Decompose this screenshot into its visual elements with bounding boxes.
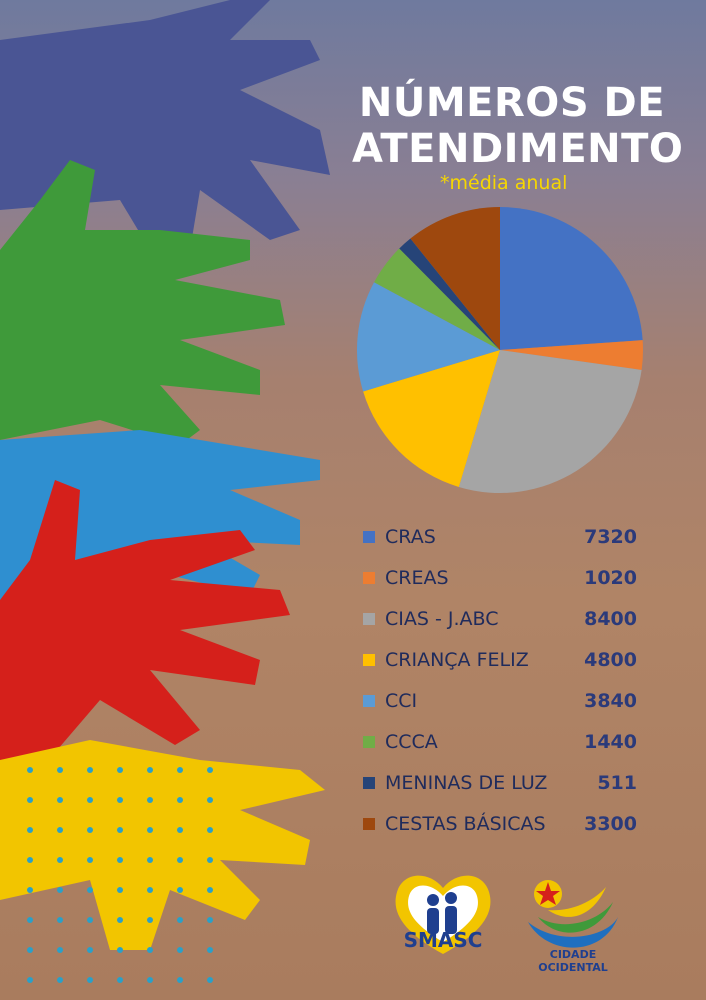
legend-item: CIAS - J.ABC 8400 [363,598,643,639]
legend-value: 511 [597,771,637,794]
legend-swatch [363,612,375,625]
pie-slice [500,207,643,350]
legend-label: CRAS [385,525,436,548]
legend-label: CRIANÇA FELIZ [385,648,529,671]
chart-legend: CRAS 7320 CREAS 1020 CIAS - J.ABC 8400 CRIANÇA… [363,516,643,844]
legend-value: 3300 [584,812,637,835]
pie-slice [357,282,500,392]
legend-label: CIAS - J.ABC [385,607,499,630]
legend-swatch [363,694,375,707]
legend-item: CRIANÇA FELIZ 4800 [363,639,643,680]
smasc-logo: SMASC [383,862,503,970]
legend-label: CESTAS BÁSICAS [385,812,546,835]
smasc-name: SMASC [403,928,483,952]
pie-slice [374,248,500,350]
legend-swatch [363,735,375,748]
legend-item: MENINAS DE LUZ 511 [363,762,643,803]
legend-label: CCCA [385,730,438,753]
cidade-ocidental-logo: CIDADE OCIDENTAL [518,862,628,974]
legend-swatch [363,653,375,666]
legend-item: CRAS 7320 [363,516,643,557]
legend-item: CREAS 1020 [363,557,643,598]
legend-label: MENINAS DE LUZ [385,771,548,794]
legend-label: CCI [385,689,418,712]
legend-value: 1020 [584,566,637,589]
chart-title-line1: NÚMEROS DE [358,80,666,126]
legend-value: 3840 [584,689,637,712]
legend-item: CESTAS BÁSICAS 3300 [363,803,643,844]
pie-slice [410,207,500,350]
legend-label: CREAS [385,566,449,589]
city-name: CIDADE OCIDENTAL [538,948,608,974]
legend-swatch [363,817,375,830]
chart-subtitle: *média anual [440,172,568,194]
pie-slice [500,340,643,370]
pie-slice [458,350,642,494]
legend-swatch [363,530,375,543]
pie-chart [357,207,643,494]
legend-value: 8400 [584,607,637,630]
legend-swatch [363,776,375,789]
legend-value: 7320 [584,525,637,548]
pie-slice [399,238,500,350]
legend-value: 1440 [584,730,637,753]
legend-swatch [363,571,375,584]
legend-item: CCI 3840 [363,680,643,721]
legend-item: CCCA 1440 [363,721,643,762]
pie-slice [363,350,500,487]
legend-value: 4800 [584,648,637,671]
chart-title-line2: ATENDIMENTO [352,126,684,172]
